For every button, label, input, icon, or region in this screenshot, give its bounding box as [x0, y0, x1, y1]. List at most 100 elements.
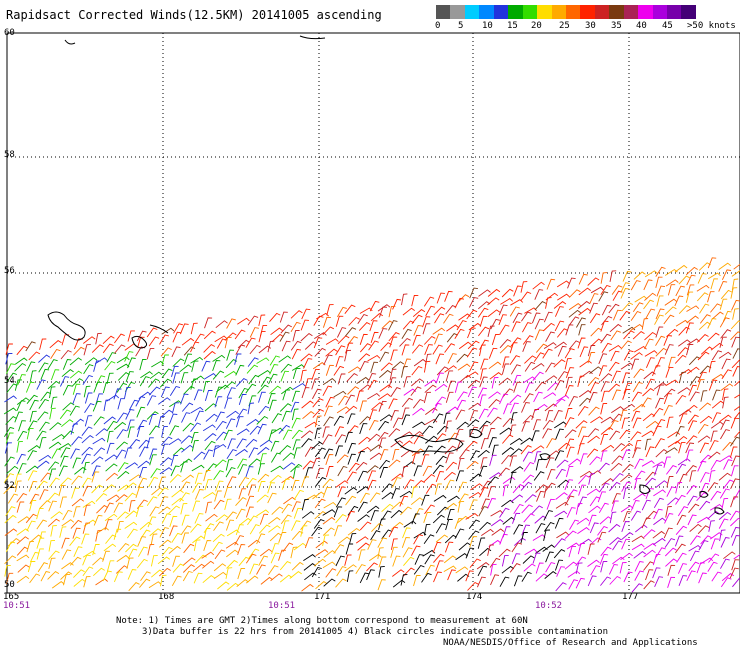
wind-barb: [73, 546, 83, 557]
wind-barb: [259, 548, 273, 557]
wind-barb: [136, 406, 146, 418]
wind-barb: [333, 544, 345, 554]
wind-barb: [82, 500, 96, 508]
wind-barb: [202, 560, 215, 569]
wind-barb: [270, 327, 283, 336]
wind-barb: [652, 425, 662, 437]
wind-barb: [455, 470, 464, 482]
wind-barb: [293, 466, 300, 479]
wind-barb: [282, 520, 290, 532]
wind-barb: [180, 435, 193, 444]
wind-barb: [159, 334, 170, 345]
wind-barb: [589, 382, 599, 393]
wind-barb: [289, 571, 302, 579]
wind-barb: [520, 481, 533, 491]
wind-barb: [401, 465, 409, 478]
wind-barb: [608, 383, 621, 393]
wind-barb: [103, 399, 110, 412]
wind-barb: [501, 288, 514, 298]
wind-barb: [344, 554, 352, 566]
wind-barb: [71, 378, 84, 387]
wind-barb: [161, 354, 169, 366]
wind-barb: [425, 564, 435, 576]
wind-barb: [322, 509, 336, 516]
wind-barb: [531, 312, 541, 324]
wind-barb: [181, 532, 189, 544]
wind-barb: [734, 430, 740, 438]
wind-barb: [149, 454, 157, 466]
wind-barb: [213, 521, 224, 532]
wind-barb: [479, 425, 489, 436]
wind-barb: [171, 402, 180, 414]
wind-barb: [271, 506, 284, 515]
wind-barb: [347, 453, 356, 465]
wind-barb: [377, 537, 388, 548]
wind-barb: [48, 539, 56, 552]
wind-barb: [467, 419, 480, 428]
colorbar-label: 20: [531, 21, 542, 31]
wind-barb: [391, 501, 404, 510]
wind-barb: [300, 333, 313, 342]
wind-barb: [689, 470, 697, 482]
wind-barb: [84, 403, 95, 414]
colorbar-label: 30: [585, 21, 596, 31]
wind-barb: [654, 314, 664, 325]
wind-barb: [446, 509, 455, 521]
wind-barb: [532, 552, 541, 564]
wind-barb: [224, 397, 232, 409]
wind-barb: [611, 370, 621, 382]
wind-barb: [413, 507, 424, 519]
wind-barb: [545, 562, 556, 573]
wind-barb: [367, 479, 377, 491]
wind-barb: [245, 506, 254, 518]
wind-barb: [292, 439, 301, 451]
wind-barb: [655, 326, 664, 338]
wind-barb: [280, 370, 289, 382]
wind-barb: [271, 413, 282, 424]
wind-barb: [301, 400, 314, 409]
wind-barb: [675, 285, 685, 297]
wind-barb: [223, 381, 236, 390]
wind-barb: [93, 360, 101, 372]
wind-barb: [357, 542, 370, 551]
wind-barb: [686, 343, 694, 356]
wind-barb: [542, 544, 555, 552]
wind-barb: [282, 452, 295, 461]
wind-barb: [171, 575, 182, 587]
wind-barb: [347, 425, 359, 435]
wind-barb: [258, 391, 266, 403]
wind-barb: [521, 421, 530, 432]
wind-barb: [303, 358, 313, 369]
wind-barb: [444, 290, 453, 302]
wind-barb: [213, 563, 227, 572]
wind-barb: [83, 364, 94, 375]
wind-barb: [380, 362, 393, 371]
wind-barb: [696, 562, 705, 574]
wind-barb: [730, 526, 740, 538]
wind-barb: [38, 531, 46, 543]
colorbar-label: 5: [458, 21, 464, 31]
wind-barb: [234, 535, 245, 546]
wind-barb: [7, 493, 19, 504]
wind-barb: [568, 458, 581, 467]
wind-barb: [323, 354, 333, 366]
wind-barb: [721, 573, 735, 582]
wind-barb: [83, 461, 90, 474]
wind-barb: [564, 479, 574, 491]
wind-barb: [106, 420, 118, 431]
wind-barb: [81, 446, 94, 456]
wind-barb: [151, 487, 164, 496]
wind-barb: [698, 572, 707, 584]
wind-barb: [256, 509, 270, 517]
wind-barb: [226, 559, 238, 569]
wind-barb: [26, 541, 34, 553]
wind-barb: [458, 313, 471, 321]
wind-barb: [61, 549, 72, 560]
colorbar-segment: [508, 5, 523, 19]
wind-barb: [690, 535, 701, 545]
wind-barb: [631, 535, 645, 543]
wind-barb: [520, 281, 528, 293]
wind-barb: [84, 392, 93, 404]
wind-barb: [707, 257, 717, 269]
wind-barb: [432, 327, 446, 335]
